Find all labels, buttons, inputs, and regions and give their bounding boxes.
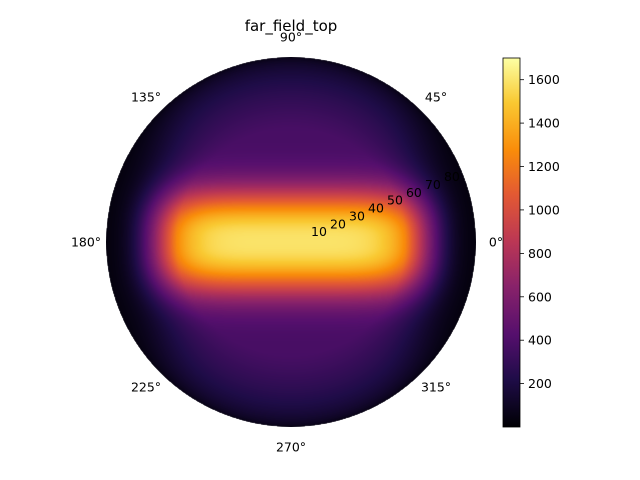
angular-tick-0: 0°: [489, 235, 503, 250]
colorbar-tick-label-1000: 1000: [528, 202, 560, 217]
radial-tick-40: 40: [368, 201, 384, 216]
colorbar-tick-label-1600: 1600: [528, 72, 560, 87]
polar-plot-area: [106, 57, 476, 427]
radial-tick-60: 60: [406, 185, 422, 200]
colorbar-tick-label-400: 400: [528, 333, 552, 348]
angular-tick-315: 315°: [421, 380, 451, 395]
radial-tick-70: 70: [425, 177, 441, 192]
heatmap-image: [106, 57, 476, 427]
colorbar-tick-label-200: 200: [528, 376, 552, 391]
colorbar-ticks: 200 400 600 800 1000 1200 1400 1600: [520, 72, 560, 391]
angular-tick-135: 135°: [131, 90, 161, 105]
colorbar-gradient: [502, 57, 521, 428]
angular-tick-labels: 0° 45° 90° 135° 180° 225° 270° 315°: [71, 30, 503, 455]
radial-tick-30: 30: [349, 208, 365, 223]
colorbar-tick-label-1200: 1200: [528, 159, 560, 174]
angular-tick-225: 225°: [131, 380, 161, 395]
radial-tick-80: 80: [444, 169, 460, 184]
angular-tick-45: 45°: [425, 90, 447, 105]
colorbar-tick-label-800: 800: [528, 246, 552, 261]
colorbar-tick-label-600: 600: [528, 289, 552, 304]
colorbar-tick-label-1400: 1400: [528, 116, 560, 131]
radial-tick-50: 50: [387, 193, 403, 208]
radial-tick-20: 20: [330, 216, 346, 231]
angular-tick-180: 180°: [71, 235, 101, 250]
chart-title: far_field_top: [245, 17, 338, 36]
angular-tick-270: 270°: [276, 440, 306, 455]
colorbar: 200 400 600 800 1000 1200 1400 1600: [502, 57, 560, 428]
angular-tick-90: 90°: [280, 30, 302, 45]
radial-tick-10: 10: [311, 224, 327, 239]
